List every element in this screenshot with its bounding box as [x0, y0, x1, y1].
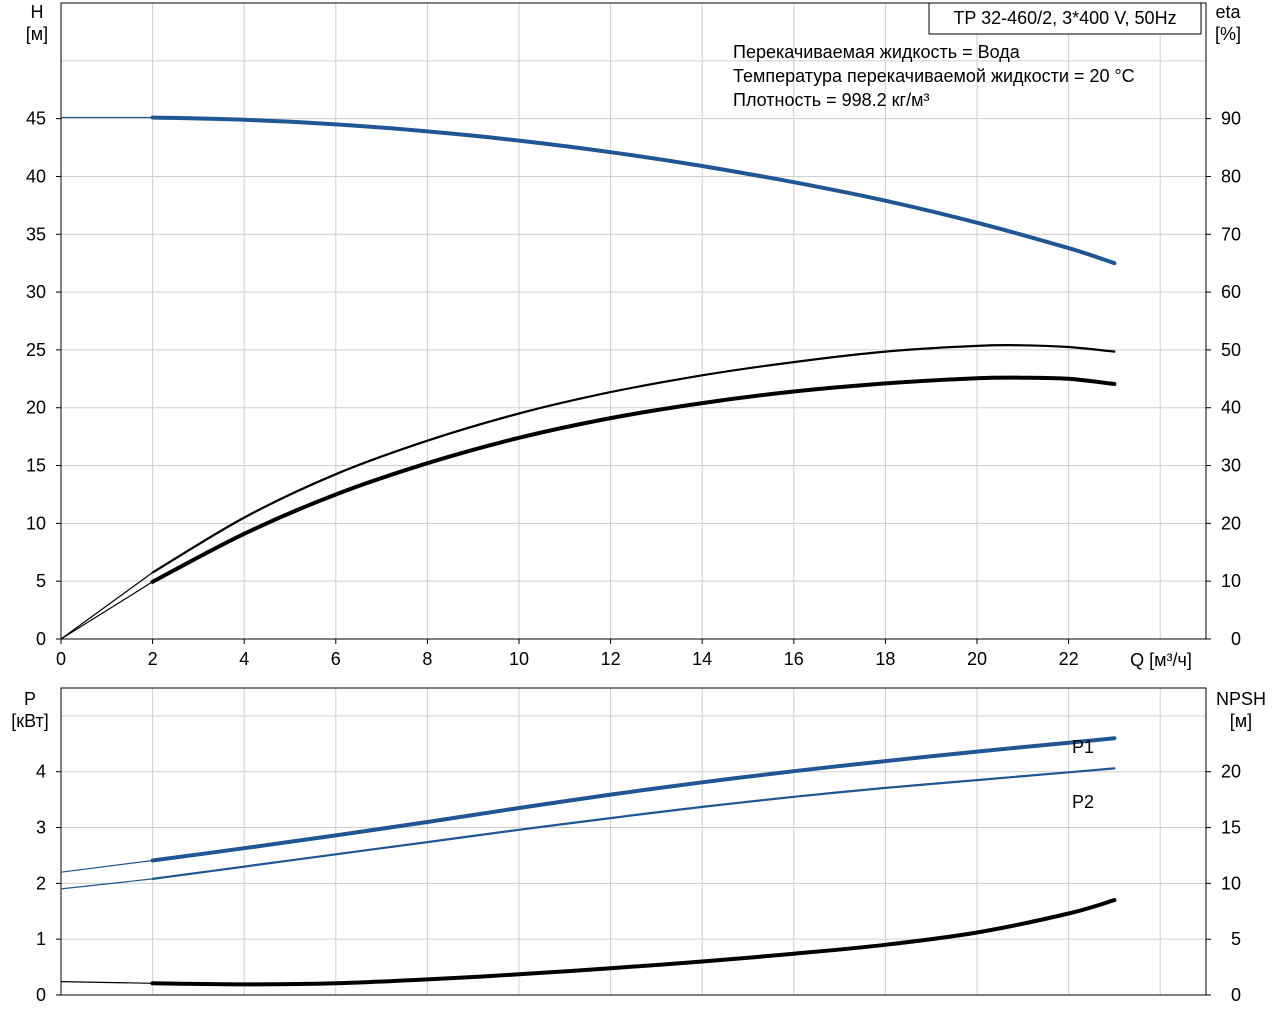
p1-series-label: P1: [1072, 737, 1094, 757]
top-series-1-extrapolation: [60, 572, 153, 640]
top-series-2-curve: [150, 375, 1117, 584]
y-left-tick-label: 35: [26, 224, 46, 244]
bottom-series-1-curve: [151, 767, 1116, 880]
info-density: Плотность = 998.2 кг/м³: [733, 90, 929, 110]
x-tick-label: 0: [56, 649, 66, 669]
x-tick-label: 22: [1059, 649, 1079, 669]
flow-axis-title: Q [м³/ч]: [1130, 650, 1192, 670]
info-liquid: Перекачиваемая жидкость = Вода: [733, 42, 1021, 62]
bottom-series-0-curve: [150, 736, 1117, 863]
x-tick-label: 16: [784, 649, 804, 669]
y-right-tick-label: 60: [1221, 282, 1241, 302]
y-right-tick-label: 15: [1221, 818, 1241, 838]
bottom-y-left-tick-labels: 0 1 2 3 4: [36, 762, 61, 1005]
head-axis-unit: [м]: [26, 24, 48, 44]
info-temperature: Температура перекачиваемой жидкости = 20…: [733, 66, 1135, 86]
x-tick-label: 2: [148, 649, 158, 669]
y-left-tick-label: 20: [26, 398, 46, 418]
x-tick-label: 18: [875, 649, 895, 669]
y-left-tick-label: 0: [36, 629, 46, 649]
y-left-tick-label: 1: [36, 929, 46, 949]
y-right-tick-label: 80: [1221, 166, 1241, 186]
bottom-plot-frame: [60, 687, 1207, 996]
p2-series-label: P2: [1072, 792, 1094, 812]
bottom-grid: [61, 688, 1206, 995]
bottom-series-0-extrapolation: [60, 859, 153, 873]
y-left-tick-label: 25: [26, 340, 46, 360]
top-y-left-tick-labels: 0 5 10 15 20 25 30 35 40 45: [26, 109, 61, 649]
bottom-series-2-extrapolation: [60, 981, 153, 984]
y-right-tick-label: 20: [1221, 762, 1241, 782]
y-right-tick-label: 10: [1221, 571, 1241, 591]
x-tick-label: 10: [509, 649, 529, 669]
x-tick-label: 6: [331, 649, 341, 669]
y-right-tick-label: 0: [1231, 985, 1241, 1005]
top-plot-frame: [60, 2, 1207, 640]
y-left-tick-label: 15: [26, 456, 46, 476]
y-right-tick-label: 70: [1221, 224, 1241, 244]
npsh-axis-unit: [м]: [1230, 711, 1252, 731]
x-tick-label: 4: [239, 649, 249, 669]
y-left-tick-label: 3: [36, 818, 46, 838]
x-tick-label: 12: [601, 649, 621, 669]
npsh-axis-title: NPSH: [1216, 689, 1266, 709]
y-right-tick-label: 10: [1221, 873, 1241, 893]
top-series-0-curve: [150, 115, 1117, 266]
head-axis-title: H: [31, 2, 44, 22]
y-right-tick-label: 90: [1221, 109, 1241, 129]
power-axis-title: P: [24, 689, 36, 709]
y-right-tick-label: 5: [1231, 929, 1241, 949]
y-left-tick-label: 4: [36, 762, 46, 782]
y-left-tick-label: 2: [36, 873, 46, 893]
y-left-tick-label: 0: [36, 985, 46, 1005]
y-right-tick-label: 50: [1221, 340, 1241, 360]
power-axis-unit: [кВт]: [11, 711, 49, 731]
x-tick-label: 14: [692, 649, 712, 669]
y-left-tick-label: 30: [26, 282, 46, 302]
y-left-tick-label: 5: [36, 571, 46, 591]
top-series-group: [60, 115, 1117, 640]
pump-model-title: TP 32-460/2, 3*400 V, 50Hz: [953, 8, 1176, 28]
top-series-1-curve: [151, 344, 1116, 574]
top-y-right-tick-labels: 0 10 20 30 40 50 60 70 80 90: [1206, 109, 1241, 649]
title-box: [928, 2, 1202, 35]
y-left-tick-label: 40: [26, 166, 46, 186]
y-right-tick-label: 30: [1221, 456, 1241, 476]
x-tick-label: 20: [967, 649, 987, 669]
eta-axis-title: eta: [1215, 2, 1241, 22]
bottom-series-2-curve: [150, 898, 1117, 987]
y-right-tick-label: 0: [1231, 629, 1241, 649]
eta-axis-unit: [%]: [1215, 24, 1241, 44]
top-x-tick-labels: 0 2 4 6 8 10 12 14 16 18 20 22: [56, 639, 1079, 669]
y-left-tick-label: 45: [26, 109, 46, 129]
top-grid: [61, 3, 1206, 639]
x-tick-label: 8: [422, 649, 432, 669]
top-series-2-extrapolation: [60, 581, 153, 640]
bottom-series-group: [60, 736, 1117, 987]
bottom-series-1-extrapolation: [60, 878, 153, 890]
y-right-tick-label: 40: [1221, 398, 1241, 418]
y-right-tick-label: 20: [1221, 513, 1241, 533]
y-left-tick-label: 10: [26, 513, 46, 533]
head-efficiency-panel: 0 2 4 6 8 10 12 14 16 18 20 22 0 5 10 15 20 25 30 35 40 45 0…: [26, 2, 1242, 670]
bottom-y-right-tick-labels: 0 5 10 15 20: [1206, 762, 1241, 1005]
power-npsh-panel: 0 1 2 3 4 0 5 10 15 20 P [кВт] NPSH [м] P1 P2: [11, 687, 1266, 1005]
